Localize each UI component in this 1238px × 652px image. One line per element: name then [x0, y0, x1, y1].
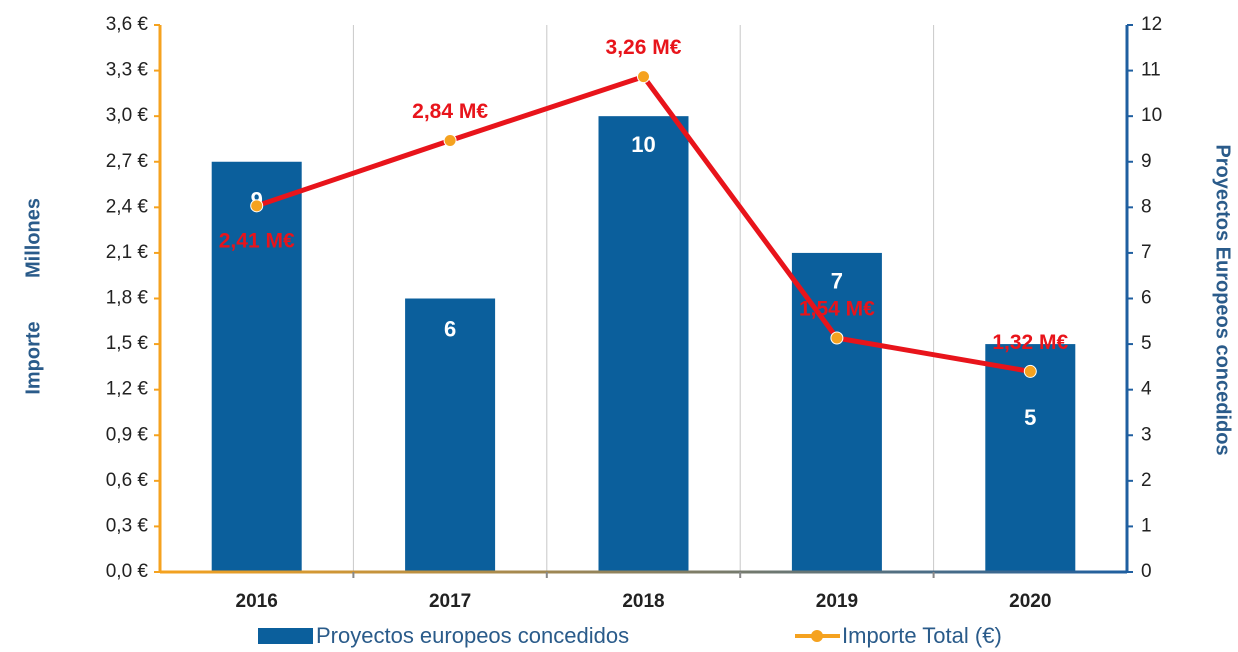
- y-tick-label: 1,2 €: [106, 379, 149, 400]
- x-tick-label: 2017: [429, 591, 471, 612]
- line-value-label: 1,54 M€: [799, 298, 875, 321]
- line-value-label: 2,84 M€: [412, 100, 488, 123]
- y-axis-unit: Millones: [22, 198, 44, 278]
- y-tick-label: 2,4 €: [106, 196, 149, 217]
- x-axis: [160, 570, 1127, 574]
- y2-tick-label: 4: [1141, 379, 1152, 400]
- line-value-label: 2,41 M€: [219, 229, 295, 252]
- line-marker: [443, 133, 457, 147]
- line-marker: [250, 199, 264, 213]
- bar-value-label: 5: [1024, 405, 1036, 430]
- x-tick-label: 2018: [622, 591, 664, 612]
- y2-tick-label: 8: [1141, 196, 1152, 217]
- y2-tick-label: 11: [1141, 60, 1161, 81]
- y2-tick-label: 10: [1141, 105, 1162, 126]
- bar: [598, 116, 689, 573]
- y2-tick-label: 6: [1141, 288, 1152, 309]
- line-marker: [637, 70, 650, 84]
- bar: [985, 344, 1076, 572]
- line-marker: [830, 331, 844, 345]
- y2-axis-label: Proyectos Europeos concedidos: [1212, 144, 1234, 455]
- y2-tick-label: 0: [1141, 561, 1152, 582]
- y2-tick-label: 12: [1141, 14, 1162, 35]
- y-tick-label: 1,8 €: [106, 288, 149, 309]
- y2-tick-label: 1: [1141, 515, 1152, 536]
- legend-label: Importe Total (€): [842, 623, 1002, 648]
- bar: [791, 252, 882, 572]
- y2-tick-label: 3: [1141, 424, 1152, 445]
- y-tick-label: 2,7 €: [106, 151, 149, 172]
- y-tick-label: 3,0 €: [106, 105, 149, 126]
- y-tick-label: 0,3 €: [106, 515, 149, 536]
- y2-tick-label: 2: [1141, 470, 1152, 491]
- y2-tick-label: 7: [1141, 242, 1152, 263]
- bar: [405, 298, 496, 572]
- y-tick-label: 2,1 €: [106, 242, 149, 263]
- line-marker: [1023, 364, 1037, 378]
- legend-swatch: [258, 628, 313, 644]
- y-tick-label: 3,6 €: [106, 14, 149, 35]
- y2-tick-label: 9: [1141, 151, 1152, 172]
- y-axis-label: Importe: [22, 321, 44, 394]
- y2-tick-label: 5: [1141, 333, 1152, 354]
- line-value-label: 1,32 M€: [992, 331, 1068, 354]
- x-tick-label: 2020: [1009, 591, 1051, 612]
- bar: [211, 161, 302, 572]
- y-tick-label: 3,3 €: [106, 60, 149, 81]
- y-tick-label: 0,6 €: [106, 470, 149, 491]
- bar-value-label: 6: [444, 316, 456, 341]
- y-tick-label: 1,5 €: [106, 333, 149, 354]
- y-tick-label: 0,9 €: [106, 424, 149, 445]
- y-tick-label: 0,0 €: [106, 561, 149, 582]
- line-value-label: 3,26 M€: [606, 36, 682, 59]
- x-tick-label: 2019: [816, 591, 858, 612]
- bar-value-label: 10: [631, 132, 655, 157]
- bar-value-label: 7: [831, 269, 843, 294]
- legend-label: Proyectos europeos concedidos: [316, 623, 629, 648]
- x-tick-label: 2016: [236, 591, 278, 612]
- legend-swatch: [811, 630, 823, 642]
